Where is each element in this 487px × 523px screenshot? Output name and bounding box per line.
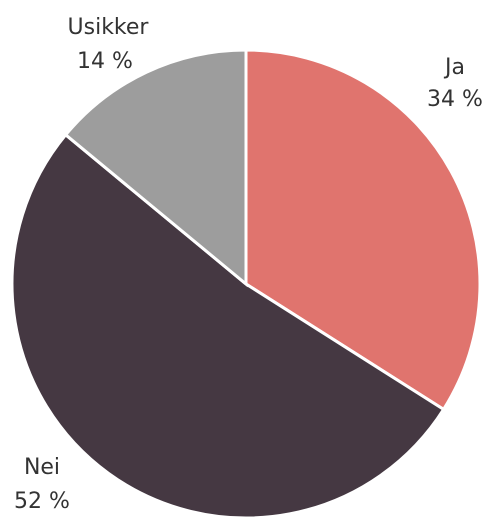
slice-label: Nei	[24, 455, 60, 480]
slice-value-label: 34 %	[427, 87, 483, 112]
slice-value-label: 14 %	[77, 49, 133, 74]
slice-label: Ja	[443, 55, 465, 80]
pie-slice	[63, 48, 248, 288]
slice-value-label: 52 %	[14, 489, 70, 514]
pie-slice	[10, 132, 446, 520]
slice-label: Usikker	[68, 15, 150, 40]
